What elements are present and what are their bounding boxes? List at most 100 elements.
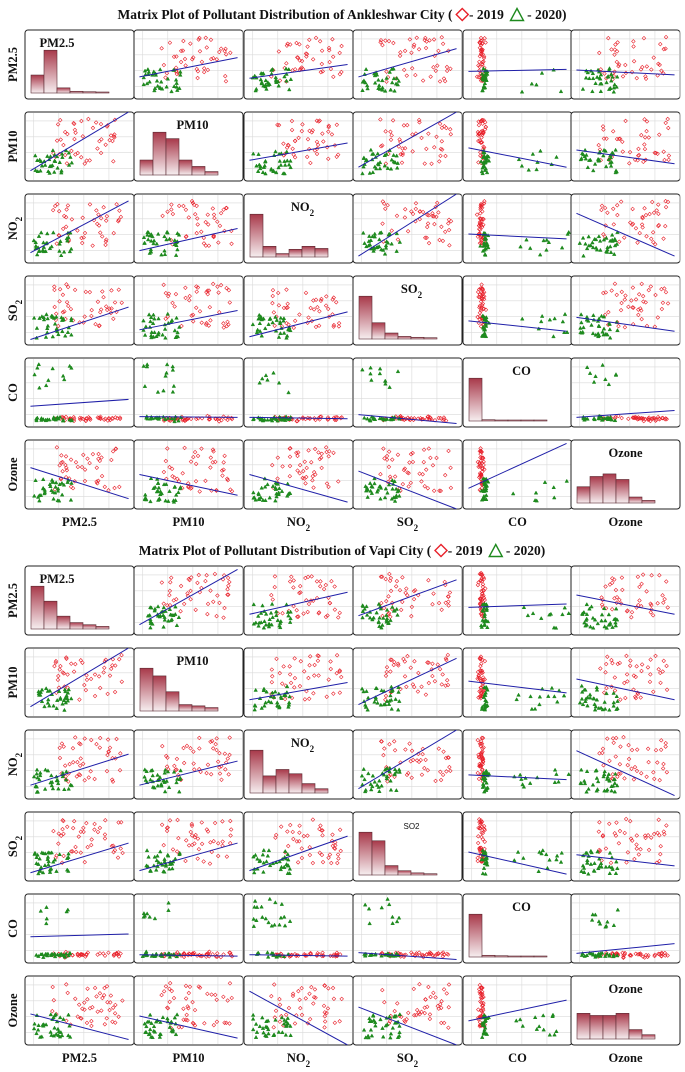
point-2020 bbox=[565, 231, 570, 236]
point-2019 bbox=[444, 64, 450, 70]
point-2019 bbox=[630, 206, 635, 212]
point-2019 bbox=[477, 68, 482, 73]
point-2019 bbox=[317, 309, 322, 314]
point-2020 bbox=[271, 168, 276, 173]
point-2019 bbox=[194, 416, 199, 422]
point-2019 bbox=[659, 415, 665, 421]
point-2019 bbox=[229, 241, 234, 247]
point-2020 bbox=[66, 150, 72, 155]
point-2020 bbox=[372, 231, 378, 236]
point-2020 bbox=[44, 312, 49, 317]
cell-r4-c2 bbox=[243, 893, 354, 964]
hist-bar-2-2 bbox=[275, 769, 290, 794]
point-2020 bbox=[394, 153, 399, 158]
point-2019 bbox=[95, 299, 101, 304]
point-2019 bbox=[480, 62, 485, 67]
point-2020 bbox=[38, 230, 44, 235]
point-2019 bbox=[111, 159, 116, 164]
point-2020 bbox=[60, 154, 65, 159]
hist-bar-1-5 bbox=[204, 171, 219, 176]
point-2019 bbox=[197, 309, 203, 314]
point-2019 bbox=[481, 296, 487, 302]
point-2020 bbox=[614, 241, 620, 246]
point-2019 bbox=[194, 305, 199, 310]
point-2019 bbox=[65, 131, 70, 137]
point-2019 bbox=[195, 453, 201, 459]
point-2020 bbox=[486, 154, 491, 159]
point-2019 bbox=[109, 288, 114, 293]
point-2019 bbox=[331, 295, 336, 300]
point-2019 bbox=[167, 464, 172, 470]
point-2019 bbox=[666, 125, 671, 131]
point-2019 bbox=[272, 323, 277, 328]
point-2020 bbox=[141, 82, 146, 87]
point-2020 bbox=[60, 329, 65, 334]
hist-bar-5-2 bbox=[602, 473, 617, 504]
point-2020 bbox=[379, 416, 384, 421]
point-2019 bbox=[430, 213, 435, 219]
point-2020 bbox=[155, 389, 161, 394]
point-2020 bbox=[526, 167, 531, 172]
point-2019 bbox=[481, 306, 487, 311]
point-2019 bbox=[72, 287, 78, 293]
point-2019 bbox=[631, 44, 636, 49]
point-2020 bbox=[276, 165, 281, 170]
cell-r3-c2 bbox=[243, 275, 354, 346]
point-2019 bbox=[190, 57, 195, 62]
point-2020 bbox=[385, 165, 391, 170]
fit-line bbox=[139, 474, 238, 496]
point-2019 bbox=[286, 143, 291, 148]
point-2020 bbox=[377, 366, 383, 371]
point-2019 bbox=[612, 52, 617, 57]
point-2019 bbox=[63, 462, 68, 468]
point-2019 bbox=[641, 35, 647, 41]
point-2019 bbox=[478, 324, 484, 329]
point-2019 bbox=[172, 475, 177, 480]
point-2020 bbox=[156, 485, 162, 490]
point-2019 bbox=[480, 132, 485, 137]
point-2019 bbox=[655, 414, 661, 420]
point-2019 bbox=[616, 413, 621, 419]
point-2020 bbox=[587, 76, 592, 81]
point-2020 bbox=[596, 157, 601, 162]
point-2019 bbox=[483, 124, 489, 130]
point-2020 bbox=[173, 497, 178, 502]
point-2019 bbox=[476, 122, 482, 128]
point-2020 bbox=[57, 160, 62, 164]
point-2019 bbox=[327, 48, 332, 53]
point-2020 bbox=[382, 251, 388, 256]
point-2020 bbox=[41, 240, 46, 245]
point-2019 bbox=[480, 202, 485, 207]
point-2019 bbox=[289, 127, 295, 133]
point-2019 bbox=[629, 222, 635, 227]
hist-bar-3-4 bbox=[410, 872, 425, 876]
point-2019 bbox=[93, 120, 99, 125]
point-2020 bbox=[173, 492, 179, 497]
point-2020 bbox=[613, 147, 618, 152]
point-2020 bbox=[607, 321, 612, 326]
point-2019 bbox=[618, 307, 624, 313]
point-2020 bbox=[152, 484, 158, 489]
point-2020 bbox=[40, 477, 46, 481]
point-2019 bbox=[188, 41, 193, 46]
point-2019 bbox=[636, 312, 641, 318]
point-2019 bbox=[612, 47, 618, 52]
point-2020 bbox=[255, 327, 260, 332]
point-2019 bbox=[446, 217, 452, 223]
point-2020 bbox=[609, 232, 615, 237]
point-2019 bbox=[327, 59, 332, 65]
point-2020 bbox=[48, 484, 53, 489]
point-2019 bbox=[288, 42, 293, 47]
point-2020 bbox=[141, 75, 146, 80]
point-2019 bbox=[331, 324, 336, 329]
hist-bar-0-3 bbox=[69, 90, 84, 94]
point-2020 bbox=[391, 76, 397, 81]
point-2019 bbox=[438, 146, 444, 152]
point-2019 bbox=[476, 160, 481, 165]
point-2019 bbox=[481, 144, 486, 149]
point-2019 bbox=[423, 45, 429, 51]
point-2020 bbox=[377, 160, 383, 165]
point-2020 bbox=[170, 367, 176, 372]
point-2019 bbox=[197, 35, 202, 41]
point-2020 bbox=[53, 484, 58, 489]
